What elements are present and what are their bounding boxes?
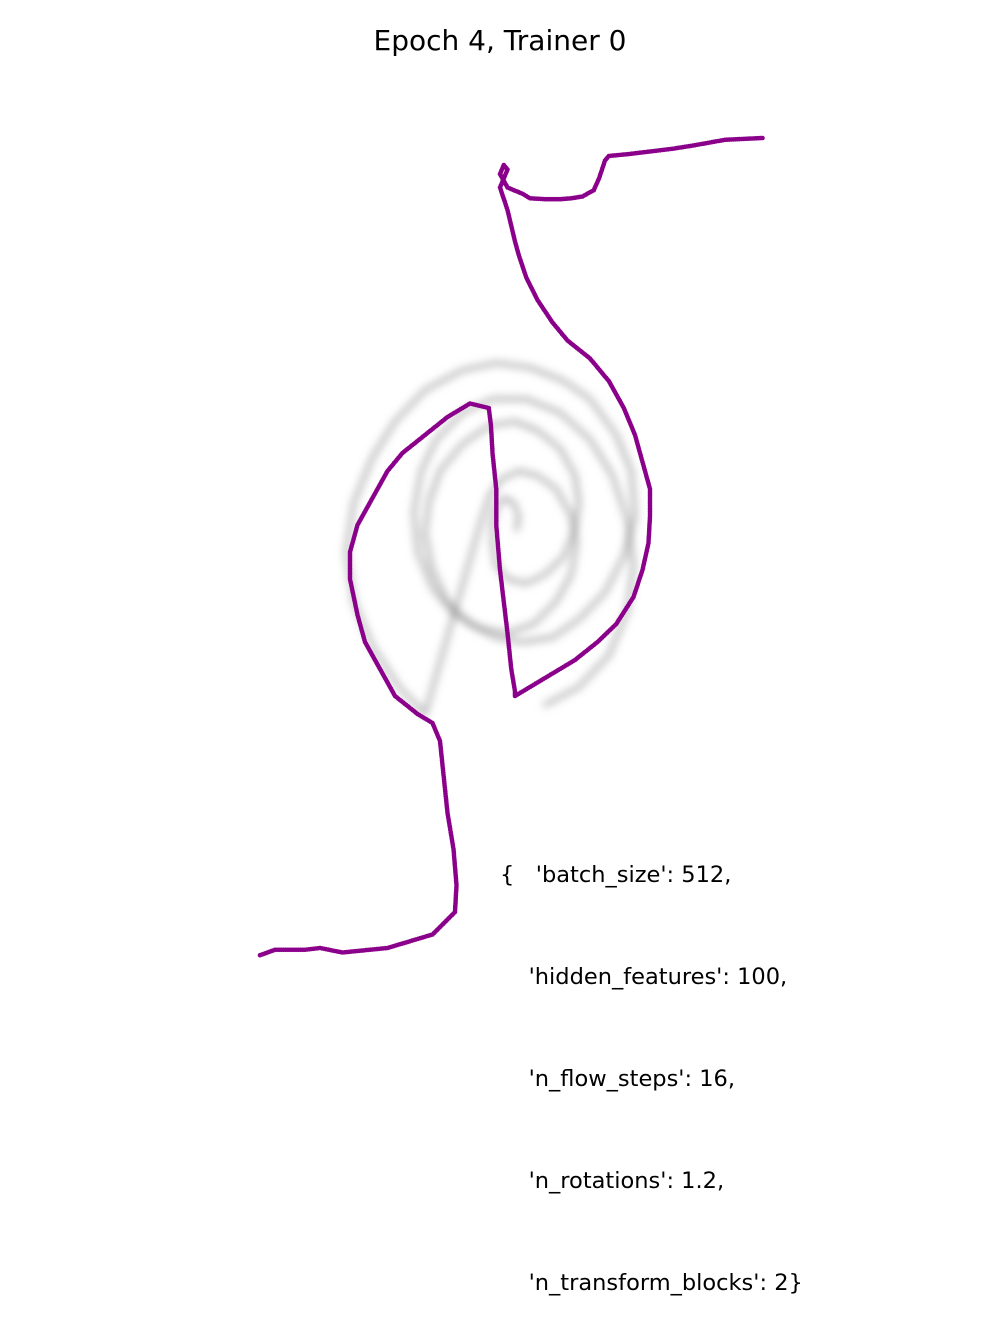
chart-title: Epoch 4, Trainer 0	[373, 24, 627, 57]
target-density-band	[342, 359, 639, 718]
param-line-n-rotations: 'n_rotations': 1.2,	[500, 1168, 725, 1194]
param-line-batch-size: { 'batch_size': 512,	[500, 862, 732, 888]
hyperparameter-annotation: { 'batch_size': 512, 'hidden_features': …	[500, 790, 803, 1334]
sample-point	[257, 952, 263, 958]
param-line-hidden-features: 'hidden_features': 100,	[500, 964, 788, 990]
density-point	[541, 701, 549, 709]
param-line-n-transform-blocks: 'n_transform_blocks': 2}	[500, 1270, 803, 1296]
scatter-plot	[257, 135, 765, 958]
param-line-n-flow-steps: 'n_flow_steps': 16,	[500, 1066, 735, 1092]
flow-samples	[257, 135, 765, 958]
